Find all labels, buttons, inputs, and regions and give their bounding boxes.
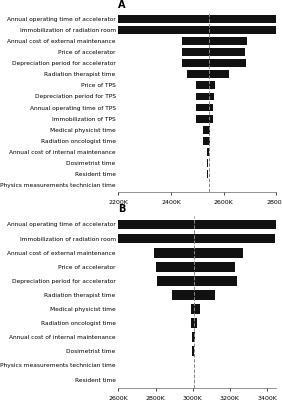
Bar <box>207 148 209 156</box>
Bar <box>203 126 210 134</box>
Bar <box>118 234 276 244</box>
Bar <box>196 104 213 112</box>
Bar <box>157 276 237 286</box>
Bar <box>182 37 247 45</box>
Bar <box>182 48 245 56</box>
Bar <box>196 92 214 100</box>
Bar <box>118 15 276 22</box>
Bar <box>192 332 195 342</box>
Bar <box>187 70 229 78</box>
Bar <box>207 170 208 178</box>
Bar <box>207 159 208 167</box>
Bar <box>118 26 276 34</box>
Bar <box>154 248 243 258</box>
Text: A: A <box>118 0 125 10</box>
Bar <box>196 115 213 122</box>
Bar <box>156 262 235 272</box>
Bar <box>196 82 215 89</box>
Bar <box>192 346 194 356</box>
Text: B: B <box>118 204 125 214</box>
Bar <box>191 318 197 328</box>
Bar <box>118 220 276 229</box>
Bar <box>172 290 215 300</box>
Bar <box>182 59 246 67</box>
Bar <box>203 137 210 145</box>
Bar <box>191 304 200 314</box>
